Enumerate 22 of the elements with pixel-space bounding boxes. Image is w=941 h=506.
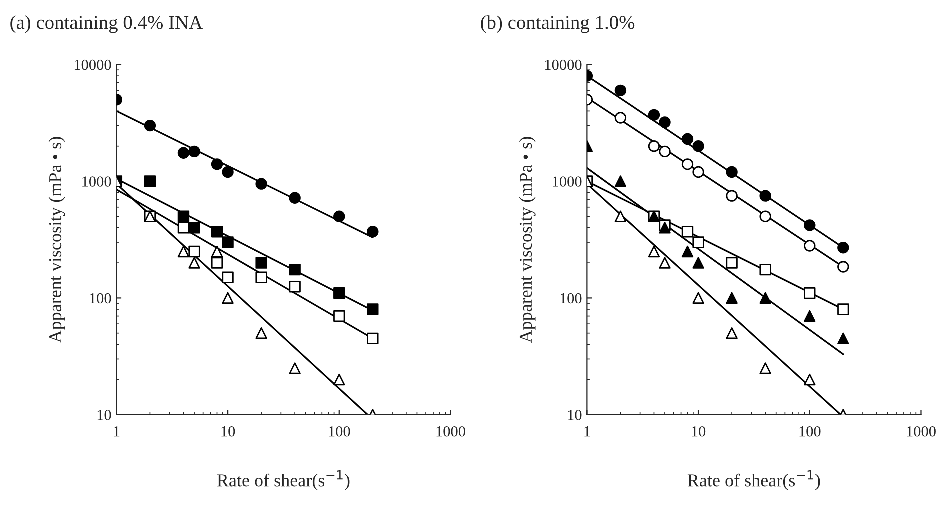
y-tick-label: 1000: [553, 176, 582, 187]
y-axis-title: Apparent viscosity (mPa • s): [519, 137, 536, 344]
x-tick-label: 1000: [436, 426, 466, 437]
y-tick-label: 1000: [82, 176, 112, 187]
y-tick-label: 10000: [74, 60, 112, 70]
x-tick-label: 100: [800, 426, 821, 437]
chart-title: (b) containing 1.0%: [481, 16, 635, 34]
y-tick-label: 10000: [545, 60, 582, 70]
x-axis-title: Rate of shear(s$^{−1}$): [688, 470, 820, 490]
y-tick-label: 100: [560, 293, 582, 304]
y-tick-label: 10: [568, 410, 582, 420]
x-tick-label: 10: [222, 426, 236, 437]
x-tick-label: 10: [692, 426, 706, 437]
y-axis-title: Apparent viscosity (mPa • s): [48, 137, 66, 344]
y-tick-label: 10: [98, 410, 112, 420]
x-axis-title: Rate of shear(s$^{−1}$): [217, 470, 350, 490]
x-tick-label: 1: [114, 426, 120, 437]
y-tick-label: 100: [90, 293, 112, 304]
x-tick-label: 100: [329, 426, 350, 437]
chart-title: (a) containing 0.4% INA: [10, 16, 203, 34]
x-tick-label: 1: [584, 426, 590, 437]
x-tick-label: 1000: [907, 426, 936, 437]
